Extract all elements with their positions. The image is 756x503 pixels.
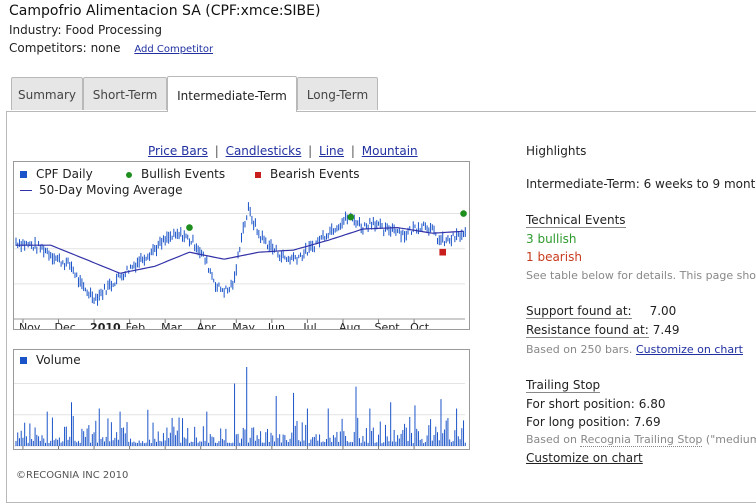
highlights-title: Highlights [526, 144, 587, 158]
bearish-count[interactable]: 1 bearish [526, 250, 582, 264]
x-tick-label: May [232, 321, 255, 329]
tab-intermediate-term[interactable]: Intermediate-Term [167, 76, 297, 112]
line-link[interactable]: Line [319, 144, 345, 158]
long-value: 7.69 [633, 415, 661, 429]
square-icon [255, 172, 261, 178]
trailing-stop-link[interactable]: Recognia Trailing Stop [580, 433, 703, 447]
square-icon [20, 357, 27, 364]
price-chart[interactable]: CPF Daily Bullish Events Bearish Events … [13, 161, 470, 330]
candlesticks-link[interactable]: Candlesticks [225, 144, 302, 158]
volume-plot: 100.0k50.0k0.0k [14, 367, 466, 449]
separator: | [214, 144, 219, 158]
support-row: Support found at: 7.00 [526, 304, 677, 319]
short-position-row: For short position: 6.80 [526, 397, 666, 411]
resistance-row: Resistance found at: 7.49 [526, 323, 680, 338]
short-value: 6.80 [638, 397, 666, 411]
page-title: Campofrio Alimentacion SA (CPF:xmce:SIBE… [9, 3, 321, 19]
x-tick-label: Aug [339, 321, 360, 329]
customize-link-2[interactable]: Customize on chart [526, 451, 643, 465]
resistance-value: 7.49 [652, 323, 680, 337]
x-tick-label: Mar [161, 321, 182, 329]
industry-row: Industry: Food Processing [9, 23, 162, 37]
customize-link[interactable]: Customize on chart [635, 343, 743, 356]
mountain-link[interactable]: Mountain [361, 144, 418, 158]
technical-events-title: Technical Events [526, 213, 626, 228]
trailing-stop-title: Trailing Stop [526, 378, 601, 393]
price-bars-link[interactable]: Price Bars [148, 144, 208, 158]
price-plot: 7.507.006.506.00NovDec2010FebMarAprMayJu… [14, 202, 467, 329]
x-tick-label: Nov [19, 321, 41, 329]
x-tick-label: Sept [375, 321, 401, 329]
legend-ma: 50-Day Moving Average [20, 183, 183, 197]
separator: | [350, 144, 355, 158]
tab-short-term[interactable]: Short-Term [83, 77, 167, 110]
competitors-value: none [90, 41, 121, 55]
x-tick-label: Apr [197, 321, 217, 329]
tab-summary[interactable]: Summary [11, 77, 83, 110]
horizon-text: Intermediate-Term: 6 weeks to 9 months [526, 177, 756, 191]
x-tick-label: Dec [54, 321, 75, 329]
tab-long-term[interactable]: Long-Term [297, 77, 378, 110]
bullish-event-marker [186, 224, 193, 231]
tech-note: See table below for details. This page s… [526, 269, 756, 282]
bullish-event-marker [347, 213, 355, 221]
legend-bullish: Bullish Events [126, 167, 225, 181]
legend-volume: Volume [20, 353, 81, 367]
x-tick-label: Feb [126, 321, 145, 329]
x-tick-label: Jun [267, 321, 285, 329]
trailing-note: Based on Recognia Trailing Stop ("medium… [526, 433, 756, 447]
legend-bearish: Bearish Events [255, 167, 360, 181]
copyright: ©RECOGNIA INC 2010 [16, 470, 129, 481]
x-tick-label: Jul [302, 321, 316, 329]
legend-daily: CPF Daily [20, 167, 93, 181]
industry-value: Food Processing [65, 23, 163, 37]
bullish-event-marker [460, 210, 467, 217]
support-value: 7.00 [649, 304, 677, 318]
competitors-row: Competitors: none Add Competitor [9, 41, 213, 55]
bars-note: Based on 250 bars. Customize on chart [526, 343, 743, 356]
bearish-event-marker [439, 248, 447, 256]
separator: | [308, 144, 313, 158]
chart-type-selector: Price Bars | Candlesticks | Line | Mount… [148, 144, 418, 158]
dot-icon [126, 172, 132, 178]
line-icon [20, 190, 32, 191]
bullish-count[interactable]: 3 bullish [526, 232, 577, 246]
volume-chart[interactable]: Volume 100.0k50.0k0.0k [13, 349, 470, 450]
competitors-label: Competitors: [9, 41, 87, 55]
x-tick-label: 2010 [90, 321, 121, 329]
moving-average-line [16, 226, 464, 274]
industry-label: Industry: [9, 23, 62, 37]
square-icon [20, 171, 27, 178]
long-position-row: For long position: 7.69 [526, 415, 661, 429]
add-competitor-link[interactable]: Add Competitor [134, 44, 214, 55]
x-tick-label: Oct [410, 321, 430, 329]
